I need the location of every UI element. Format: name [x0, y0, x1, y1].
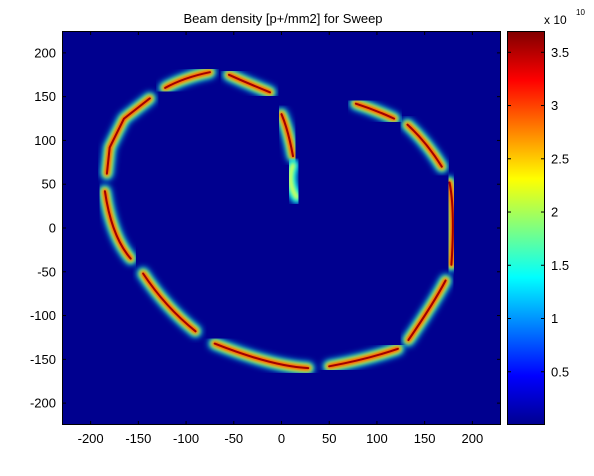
colorbar-gradient [507, 31, 545, 425]
beam-segment [98, 185, 137, 265]
x-tick-label: -150 [125, 431, 151, 446]
beam-segment [208, 337, 315, 375]
beam-segment [137, 267, 202, 338]
y-tick-label: 0 [49, 221, 56, 236]
beam-segment [100, 92, 156, 180]
y-tick-label: -200 [30, 396, 56, 411]
y-tick-label: 100 [34, 133, 56, 148]
beam-segment [402, 274, 452, 347]
chart-title: Beam density [p+/mm2] for Sweep [183, 11, 382, 26]
beam-segment [349, 97, 401, 125]
y-tick-label: 150 [34, 89, 56, 104]
colorbar: 0.5 1 1.5 2 2.5 3 3.5 x 10 10 [507, 8, 585, 425]
x-tick-label: 200 [462, 431, 484, 446]
beam-segment [284, 159, 303, 204]
x-tick-label: 50 [322, 431, 336, 446]
y-tick-label: -50 [37, 264, 56, 279]
colorbar-ticks: 0.5 1 1.5 2 2.5 3 3.5 [507, 45, 569, 379]
y-axis: 200 150 100 50 0 -50 -100 -150 -200 [30, 45, 501, 411]
beam-segment [223, 68, 276, 99]
x-tick-label: 150 [414, 431, 436, 446]
colorbar-tick-label: 3 [551, 98, 558, 113]
y-tick-label: 50 [42, 177, 56, 192]
colorbar-tick-label: 3.5 [551, 45, 569, 60]
y-tick-label: -150 [30, 352, 56, 367]
colorbar-tick-label: 1.5 [551, 258, 569, 273]
colorbar-tick-label: 2 [551, 205, 558, 220]
beam-density-segments [98, 66, 459, 375]
y-tick-label: 200 [34, 45, 56, 60]
y-tick-label: -100 [30, 308, 56, 323]
beam-segment [323, 342, 404, 373]
beam-segment [159, 66, 216, 94]
beam-segment [401, 118, 448, 173]
x-tick-label: 0 [278, 431, 285, 446]
x-tick-label: -50 [224, 431, 243, 446]
colorbar-tick-label: 0.5 [551, 364, 569, 379]
colorbar-frame [507, 31, 545, 425]
plot-area [62, 31, 501, 425]
x-tick-label: 100 [366, 431, 388, 446]
x-axis: -200 -150 -100 -50 0 50 100 150 200 [78, 31, 484, 446]
x-tick-label: -200 [78, 431, 104, 446]
beam-segment [443, 176, 459, 271]
beam-segment [275, 108, 299, 163]
colorbar-exponent: 10 [576, 8, 585, 17]
colorbar-tick-label: 2.5 [551, 151, 569, 166]
colorbar-tick-label: 1 [551, 311, 558, 326]
colorbar-exponent-prefix: x 10 [544, 13, 567, 27]
x-tick-label: -100 [173, 431, 199, 446]
